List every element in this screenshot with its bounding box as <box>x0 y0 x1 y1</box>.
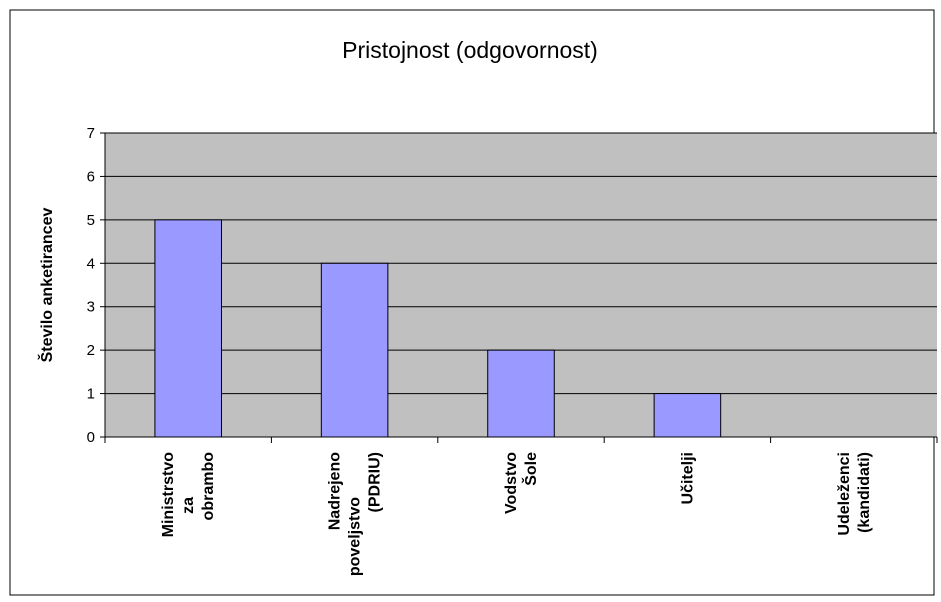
y-tick-label: 7 <box>87 125 95 142</box>
y-tick-label: 5 <box>87 212 95 229</box>
x-tick-label: Nadrejenopoveljstvo(PDRIU) <box>327 452 384 576</box>
bar <box>320 262 389 438</box>
x-tick-label: Udeleženci (kandidati) <box>836 452 873 536</box>
y-tick-label: 2 <box>87 342 95 359</box>
bar <box>487 349 555 438</box>
y-tick-label: 4 <box>87 255 95 272</box>
bar <box>154 219 222 438</box>
y-axis-label: Število anketirancev <box>37 208 56 363</box>
chart-title: Pristojnost (odgovornost) <box>342 37 598 63</box>
y-tick-label: 3 <box>87 299 95 316</box>
y-tick-label: 0 <box>87 429 95 446</box>
x-tick-label: Ministrstvo za obrambo <box>160 452 217 538</box>
x-tick-label: Učitelji <box>679 452 696 504</box>
x-tick-label: Vodstvo Šole <box>503 452 540 514</box>
bar <box>653 393 722 438</box>
y-tick-label: 6 <box>87 168 95 185</box>
y-tick-label: 1 <box>87 386 95 403</box>
